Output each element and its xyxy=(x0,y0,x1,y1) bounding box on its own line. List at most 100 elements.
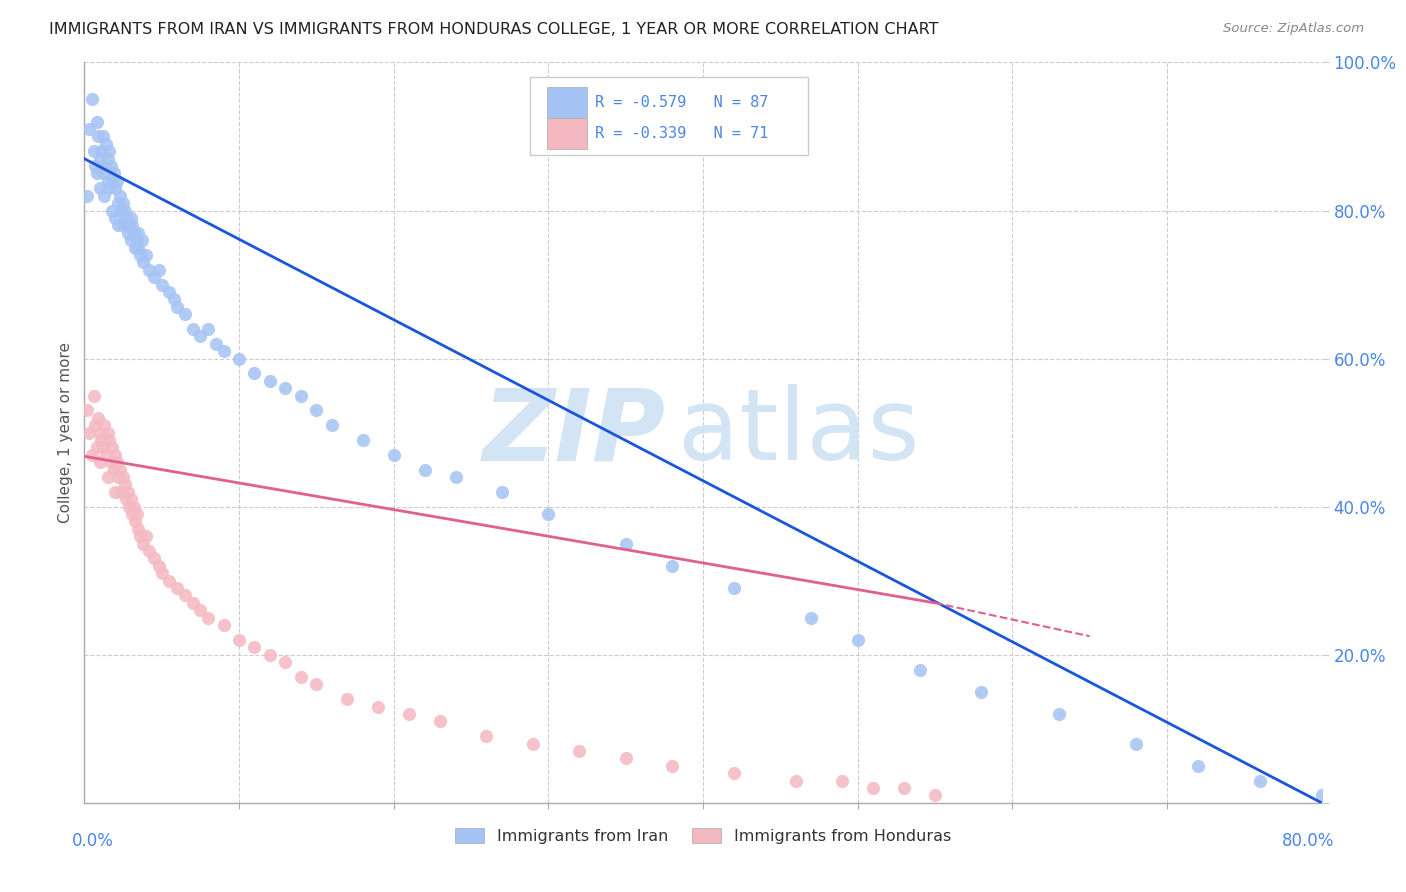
Point xyxy=(135,529,157,543)
Point xyxy=(98,433,121,447)
Point xyxy=(103,166,125,180)
Point xyxy=(112,219,135,233)
Point xyxy=(103,462,125,476)
Point xyxy=(131,233,153,247)
Point xyxy=(108,188,131,202)
Point xyxy=(321,418,343,433)
Point xyxy=(228,632,250,647)
Point xyxy=(150,277,173,292)
Point xyxy=(84,418,107,433)
Point xyxy=(129,248,152,262)
Point xyxy=(115,492,138,507)
Point xyxy=(107,219,129,233)
Point xyxy=(197,322,219,336)
Point xyxy=(159,285,180,299)
Point xyxy=(124,515,146,529)
Point xyxy=(305,403,328,417)
Point xyxy=(188,329,211,343)
Point xyxy=(76,403,98,417)
Point xyxy=(93,188,115,202)
Point xyxy=(94,136,117,151)
Point xyxy=(100,455,122,469)
Point xyxy=(87,410,110,425)
Point xyxy=(77,122,100,136)
Point xyxy=(163,293,186,307)
Point xyxy=(1187,758,1209,772)
Point xyxy=(429,714,451,729)
Point xyxy=(290,670,312,684)
Point xyxy=(96,174,118,188)
Point xyxy=(1310,789,1333,803)
Point xyxy=(150,566,173,581)
Point xyxy=(89,455,111,469)
Point xyxy=(290,388,312,402)
Point xyxy=(84,159,107,173)
Point xyxy=(398,706,420,721)
Point xyxy=(127,522,149,536)
Point xyxy=(127,226,149,240)
Point xyxy=(259,374,281,388)
Point xyxy=(970,685,993,699)
Point xyxy=(110,203,132,218)
Point xyxy=(83,388,105,402)
Point xyxy=(143,270,166,285)
Point xyxy=(118,500,141,514)
Point xyxy=(846,632,869,647)
Point xyxy=(118,219,141,233)
Point xyxy=(104,211,127,225)
Point xyxy=(243,367,266,381)
Text: IMMIGRANTS FROM IRAN VS IMMIGRANTS FROM HONDURAS COLLEGE, 1 YEAR OR MORE CORRELA: IMMIGRANTS FROM IRAN VS IMMIGRANTS FROM … xyxy=(49,22,939,37)
FancyBboxPatch shape xyxy=(547,87,586,118)
Point xyxy=(105,174,128,188)
Point xyxy=(77,425,100,440)
Point xyxy=(108,462,131,476)
Point xyxy=(120,211,142,225)
Point xyxy=(112,196,135,211)
Point xyxy=(274,655,297,669)
Point xyxy=(107,470,129,484)
Point xyxy=(491,484,513,499)
Point xyxy=(413,462,436,476)
Point xyxy=(114,203,136,218)
Point xyxy=(91,166,114,180)
Point xyxy=(1249,773,1271,788)
Point xyxy=(132,255,155,269)
Point xyxy=(115,211,138,225)
Point xyxy=(83,145,105,159)
Point xyxy=(93,159,115,173)
Point xyxy=(614,751,637,765)
Point xyxy=(132,536,155,550)
Point xyxy=(305,677,328,691)
Point xyxy=(125,507,148,521)
Point xyxy=(243,640,266,655)
Point xyxy=(89,152,111,166)
Point xyxy=(174,307,197,321)
Text: R = -0.579   N = 87: R = -0.579 N = 87 xyxy=(595,95,769,110)
Point xyxy=(110,484,132,499)
Point xyxy=(87,129,110,144)
Point xyxy=(117,226,139,240)
Point xyxy=(522,737,544,751)
Point xyxy=(862,780,884,795)
Point xyxy=(120,492,142,507)
Point xyxy=(96,425,118,440)
Legend: Immigrants from Iran, Immigrants from Honduras: Immigrants from Iran, Immigrants from Ho… xyxy=(449,822,957,850)
Point xyxy=(831,773,853,788)
Point xyxy=(661,758,683,772)
Point xyxy=(90,433,112,447)
Point xyxy=(89,181,111,195)
FancyBboxPatch shape xyxy=(547,118,586,149)
Point xyxy=(537,507,560,521)
Point xyxy=(568,744,591,758)
Point xyxy=(143,551,166,566)
Text: R = -0.339   N = 71: R = -0.339 N = 71 xyxy=(595,126,769,141)
Point xyxy=(159,574,180,588)
Point xyxy=(86,114,108,128)
Point xyxy=(124,240,146,255)
Point xyxy=(101,174,124,188)
Point xyxy=(91,129,114,144)
Point xyxy=(91,441,114,455)
Point xyxy=(122,500,145,514)
Text: Source: ZipAtlas.com: Source: ZipAtlas.com xyxy=(1223,22,1364,36)
Y-axis label: College, 1 year or more: College, 1 year or more xyxy=(58,343,73,523)
